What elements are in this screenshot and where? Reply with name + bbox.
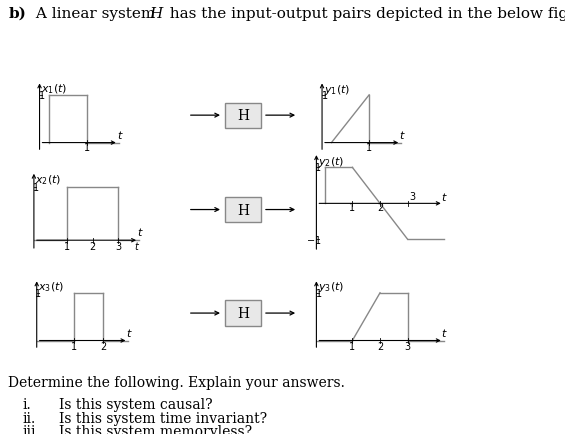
Text: $t$: $t$ [134,240,140,252]
Text: $t$: $t$ [137,225,144,237]
Text: H: H [237,109,249,123]
Text: ii.: ii. [23,411,36,424]
Text: 1: 1 [349,202,355,212]
Text: 1: 1 [321,91,328,101]
Text: has the input-output pairs depicted in the below figure.: has the input-output pairs depicted in t… [160,7,565,20]
Text: $t$: $t$ [441,191,448,202]
Text: 2: 2 [90,242,96,252]
Text: $y_2(t)$: $y_2(t)$ [318,155,344,168]
Text: 1: 1 [84,142,90,152]
Text: $t$: $t$ [399,128,406,141]
Text: Is this system causal?: Is this system causal? [59,397,213,411]
Text: $x_2(t)$: $x_2(t)$ [35,173,62,186]
Text: 1: 1 [349,341,355,351]
Text: H: H [237,203,249,217]
Text: $t$: $t$ [117,128,124,141]
Text: $-1$: $-1$ [306,234,321,246]
Text: 3: 3 [409,191,415,201]
Text: $t$: $t$ [126,326,133,338]
Text: 2: 2 [377,202,383,212]
Text: A linear system: A linear system [31,7,160,20]
Text: $x_1(t)$: $x_1(t)$ [41,82,68,96]
Text: 1: 1 [71,341,77,351]
Text: 1: 1 [33,182,39,192]
Text: $t$: $t$ [441,326,448,338]
Text: Determine the following. Explain your answers.: Determine the following. Explain your an… [8,375,345,389]
Text: b): b) [8,7,27,20]
Text: 1: 1 [64,242,70,252]
Text: H: H [237,306,249,320]
Text: 3: 3 [115,242,121,252]
Text: Is this system time invariant?: Is this system time invariant? [59,411,267,424]
Text: i.: i. [23,397,31,411]
Text: 1: 1 [316,288,322,298]
Text: $y_1(t)$: $y_1(t)$ [324,82,350,96]
Text: 2: 2 [377,341,383,351]
Text: 1: 1 [315,163,321,173]
Text: H: H [150,7,163,20]
Text: iii.: iii. [23,424,40,434]
Text: $y_3(t)$: $y_3(t)$ [318,280,344,294]
Text: 1: 1 [39,91,45,101]
Text: 2: 2 [100,341,106,351]
Text: Is this system memoryless?: Is this system memoryless? [59,424,253,434]
Text: 1: 1 [35,288,41,298]
Text: 1: 1 [366,142,372,152]
Text: $x_3(t)$: $x_3(t)$ [38,280,64,293]
Text: 3: 3 [405,341,411,351]
